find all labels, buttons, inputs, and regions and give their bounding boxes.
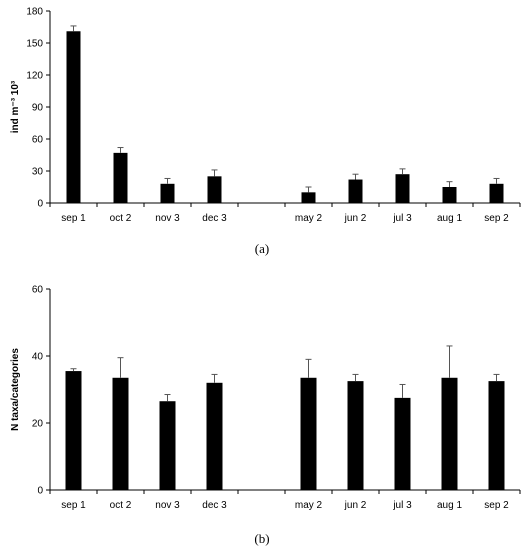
bar bbox=[206, 382, 223, 490]
bar bbox=[113, 152, 128, 203]
x-tick-label: sep 1 bbox=[61, 500, 86, 511]
x-tick-label: may 2 bbox=[295, 213, 323, 224]
x-tick-label: aug 1 bbox=[437, 213, 462, 224]
x-tick-label: oct 2 bbox=[110, 213, 132, 224]
caption-a: (a) bbox=[255, 241, 269, 256]
x-tick-label: sep 2 bbox=[484, 500, 509, 511]
y-tick-label: 60 bbox=[32, 285, 44, 296]
bar bbox=[394, 397, 411, 490]
y-tick-label: 0 bbox=[37, 486, 43, 497]
caption-b: (b) bbox=[254, 531, 269, 546]
x-tick-label: dec 3 bbox=[202, 500, 227, 511]
y-tick-label: 30 bbox=[32, 167, 44, 178]
bar bbox=[207, 176, 222, 203]
y-tick-label: 90 bbox=[32, 103, 44, 114]
x-tick-label: nov 3 bbox=[155, 500, 180, 511]
bar bbox=[488, 381, 505, 490]
y-axis-label: ind m⁻³ 10³ bbox=[10, 80, 21, 133]
y-tick-label: 20 bbox=[32, 419, 44, 430]
bar bbox=[112, 377, 129, 490]
x-tick-label: jul 3 bbox=[392, 500, 412, 511]
y-tick-label: 180 bbox=[26, 7, 43, 18]
bar bbox=[65, 371, 82, 490]
x-tick-label: jun 2 bbox=[344, 213, 367, 224]
x-tick-label: sep 1 bbox=[61, 213, 86, 224]
bar bbox=[347, 381, 364, 490]
y-tick-label: 150 bbox=[26, 39, 43, 50]
x-tick-label: aug 1 bbox=[437, 500, 462, 511]
y-tick-label: 120 bbox=[26, 71, 43, 82]
x-tick-label: oct 2 bbox=[110, 500, 132, 511]
x-tick-label: may 2 bbox=[295, 500, 323, 511]
x-tick-label: jul 3 bbox=[392, 213, 412, 224]
x-tick-label: jun 2 bbox=[344, 500, 367, 511]
x-tick-label: dec 3 bbox=[202, 213, 227, 224]
y-tick-label: 60 bbox=[32, 135, 44, 146]
y-axis-label: N taxa/categories bbox=[10, 348, 21, 431]
bar bbox=[441, 377, 458, 490]
bar bbox=[301, 192, 316, 203]
chart-b: 0 20 40 60 sep 1 oct 2 nov 3 dec 3 may 2 jun 2 jul… bbox=[10, 285, 521, 511]
bar bbox=[159, 401, 176, 490]
bar bbox=[66, 31, 81, 204]
chart-a: 0 30 60 90 120 150 180 sep 1 oct 2 nov 3 dec 3 may … bbox=[10, 7, 521, 224]
bar bbox=[395, 174, 410, 203]
bar bbox=[442, 187, 457, 203]
x-tick-label: nov 3 bbox=[155, 213, 180, 224]
y-tick-label: 40 bbox=[32, 352, 44, 363]
bar bbox=[348, 179, 363, 203]
x-tick-label: sep 2 bbox=[484, 213, 509, 224]
bar bbox=[300, 377, 317, 490]
y-tick-label: 0 bbox=[37, 199, 43, 210]
bar bbox=[489, 183, 504, 203]
bar bbox=[160, 183, 175, 203]
